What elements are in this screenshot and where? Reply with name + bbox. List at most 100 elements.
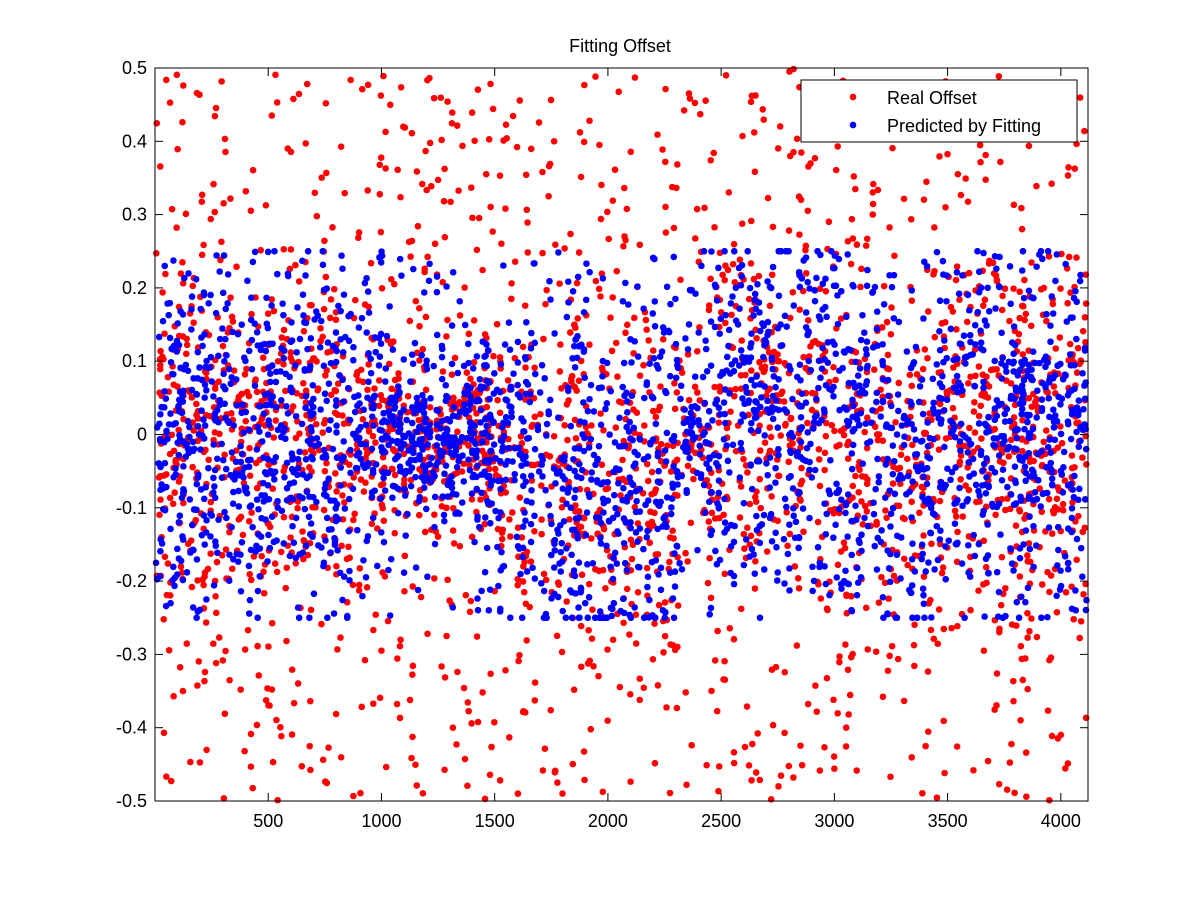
real-offset-point — [540, 335, 547, 343]
predicted-point — [407, 456, 415, 464]
real-offset-point — [650, 522, 657, 529]
predicted-point — [980, 460, 988, 468]
real-offset-point — [1002, 506, 1009, 514]
predicted-point — [852, 358, 859, 366]
real-offset-point — [995, 372, 1002, 379]
real-offset-point — [479, 266, 486, 274]
predicted-point — [272, 378, 280, 386]
predicted-point — [748, 340, 755, 347]
real-offset-point — [497, 365, 504, 372]
real-offset-point — [558, 385, 565, 392]
real-offset-point — [742, 462, 750, 469]
predicted-point — [1047, 338, 1054, 345]
real-offset-point — [522, 600, 530, 608]
real-offset-point — [864, 646, 871, 653]
real-offset-point — [1040, 284, 1048, 292]
real-offset-point — [1024, 685, 1031, 693]
predicted-point — [995, 452, 1003, 459]
predicted-point — [272, 454, 279, 461]
predicted-point — [337, 464, 344, 471]
predicted-point — [822, 275, 829, 282]
real-offset-point — [522, 364, 529, 371]
predicted-point — [470, 430, 477, 437]
real-offset-point — [485, 136, 493, 143]
real-offset-point — [454, 668, 461, 676]
predicted-point — [412, 564, 420, 571]
predicted-point — [423, 357, 430, 364]
real-offset-point — [349, 581, 357, 589]
predicted-point — [799, 505, 807, 512]
real-offset-point — [848, 593, 855, 600]
predicted-point — [414, 400, 421, 407]
real-offset-point — [325, 483, 333, 491]
real-offset-point — [884, 351, 892, 359]
predicted-point — [877, 538, 885, 546]
predicted-point — [958, 560, 966, 567]
real-offset-point — [965, 269, 973, 277]
real-offset-point — [322, 273, 330, 281]
predicted-point — [668, 504, 675, 511]
real-offset-point — [372, 611, 379, 618]
real-offset-point — [947, 303, 955, 311]
real-offset-point — [858, 498, 865, 505]
predicted-point — [424, 425, 431, 432]
predicted-point — [421, 419, 428, 426]
predicted-point — [221, 358, 228, 365]
predicted-point — [1025, 434, 1032, 441]
real-offset-point — [371, 385, 378, 392]
predicted-point — [980, 378, 987, 386]
real-offset-point — [395, 395, 403, 402]
real-offset-point — [1062, 765, 1069, 772]
predicted-point — [519, 473, 527, 480]
real-offset-point — [874, 186, 882, 194]
predicted-point — [356, 400, 363, 407]
real-offset-point — [483, 170, 490, 178]
predicted-point — [226, 551, 233, 558]
real-offset-point — [817, 595, 825, 602]
predicted-point — [787, 473, 794, 480]
predicted-point — [809, 587, 816, 595]
real-offset-point — [421, 265, 428, 272]
predicted-point — [321, 490, 328, 498]
predicted-point — [622, 519, 630, 526]
predicted-point — [452, 447, 460, 455]
real-offset-point — [705, 302, 713, 309]
predicted-point — [709, 417, 716, 424]
real-offset-point — [695, 434, 703, 441]
real-offset-point — [494, 397, 501, 404]
predicted-point — [157, 536, 164, 543]
real-offset-point — [547, 96, 555, 104]
real-offset-point — [313, 213, 321, 220]
real-offset-point — [387, 340, 395, 348]
predicted-point — [738, 347, 745, 354]
real-offset-point — [971, 346, 979, 353]
predicted-point — [364, 394, 371, 401]
predicted-point — [263, 496, 270, 503]
predicted-point — [157, 411, 164, 418]
predicted-point — [529, 564, 536, 572]
real-offset-point — [294, 418, 301, 425]
real-offset-point — [1019, 448, 1026, 455]
predicted-point — [1028, 366, 1035, 373]
real-offset-point — [379, 480, 387, 488]
predicted-point — [391, 405, 398, 412]
predicted-point — [789, 485, 797, 492]
predicted-point — [816, 563, 823, 571]
real-offset-point — [777, 432, 784, 439]
predicted-point — [351, 408, 359, 416]
real-offset-point — [747, 98, 755, 106]
predicted-point — [1019, 405, 1026, 413]
predicted-point — [327, 549, 334, 556]
predicted-point — [255, 506, 262, 513]
predicted-point — [453, 491, 460, 498]
real-offset-point — [498, 542, 505, 550]
real-offset-point — [856, 466, 863, 473]
predicted-point — [1012, 500, 1020, 507]
real-offset-point — [171, 489, 178, 496]
predicted-point — [467, 393, 474, 401]
real-offset-point — [241, 646, 249, 653]
real-offset-point — [179, 569, 186, 576]
predicted-point — [715, 477, 723, 484]
real-offset-point — [657, 383, 664, 390]
real-offset-point — [194, 415, 202, 422]
